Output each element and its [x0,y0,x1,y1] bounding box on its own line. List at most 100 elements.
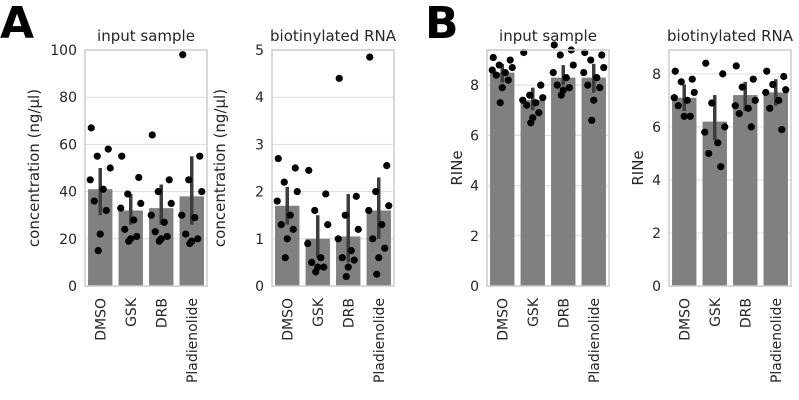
y-tick-label: 80 [59,90,77,106]
data-point [155,237,163,245]
data-point [523,101,531,109]
data-point [151,228,159,236]
y-axis-label: RINe [448,150,466,185]
data-point [584,81,592,89]
data-point [94,247,102,255]
data-point [277,221,285,229]
bar-pladienolide [581,77,606,286]
data-point [508,63,516,72]
data-point [527,119,535,127]
data-point [87,124,95,132]
data-point [118,152,126,160]
bar-dmso [490,72,515,287]
data-point [496,99,504,107]
y-tick-label: 6 [470,128,479,144]
data-point [130,216,138,224]
panel-label-b: B [425,0,459,49]
y-tick-label: 100 [50,43,77,59]
data-point [283,235,291,243]
data-point [671,67,679,75]
data-point [369,235,377,243]
x-tick-label: Pladienolide [185,298,201,383]
y-axis-label: concentration (ng/µl) [25,89,43,247]
x-tick-label: GSK [311,297,327,327]
data-point [375,254,383,262]
data-point [378,221,386,229]
bar-drb [733,95,758,287]
data-point [366,53,374,61]
data-point [674,102,682,110]
data-point [598,51,606,59]
data-point [305,166,313,174]
data-point [342,272,350,281]
data-point [762,88,770,97]
data-point [324,221,332,229]
data-point [96,230,104,238]
data-point [677,78,685,86]
data-point [186,239,194,248]
data-point [121,225,129,233]
data-point [373,270,381,278]
data-point [735,110,743,118]
data-point [778,125,786,134]
data-point [104,145,112,153]
y-tick-label: 8 [470,78,479,94]
data-point [344,263,352,271]
y-tick-label: 60 [59,137,77,153]
data-point [196,152,204,160]
data-point [702,59,710,67]
axes-frame [668,49,792,287]
data-point [557,91,565,99]
y-tick-label: 1 [255,232,264,248]
data-point [124,190,132,198]
data-point [304,239,312,248]
data-point [775,96,783,104]
y-tick-label: 3 [255,137,264,153]
data-point [766,104,774,112]
data-point [782,86,790,94]
data-point [154,188,162,196]
data-point [198,188,206,196]
data-point [488,66,496,74]
bar-gsk [520,100,545,286]
data-point [293,188,301,196]
data-point [338,254,346,262]
data-point [717,163,725,171]
data-point [721,123,729,131]
data-point [537,81,545,89]
data-point [705,149,713,158]
data-point [354,225,362,233]
data-point [286,211,294,219]
x-tick-label: Pladienolide [372,298,388,383]
data-point [308,258,316,266]
axes-frame [271,49,395,287]
data-point [179,51,187,59]
data-point [334,235,342,243]
data-point [596,84,604,92]
y-tick-label: 40 [59,185,77,201]
data-point [90,197,98,205]
chart-title: biotinylated RNA [270,27,397,45]
data-point [489,53,497,62]
chart-biotinylated-rine: biotinylated RNA RINe 0 2 4 6 8 DMSO GSK DRB Pla… [629,27,794,383]
y-tick-label: 2 [470,229,479,245]
data-point [495,61,503,69]
data-point [769,80,777,89]
data-point [86,176,94,184]
data-point [686,112,694,120]
data-point [565,84,573,92]
data-point [335,74,343,82]
data-point [519,96,527,104]
data-point [281,254,289,262]
data-point [588,116,596,124]
data-point [102,206,110,215]
y-tick-label: 4 [470,179,479,195]
data-point [165,176,173,184]
data-point [708,99,716,107]
data-point [372,188,380,196]
y-tick-label: 20 [59,232,77,248]
data-point [504,76,512,84]
data-point [751,96,759,104]
y-tick-label: 5 [255,43,264,59]
data-point [670,94,678,102]
